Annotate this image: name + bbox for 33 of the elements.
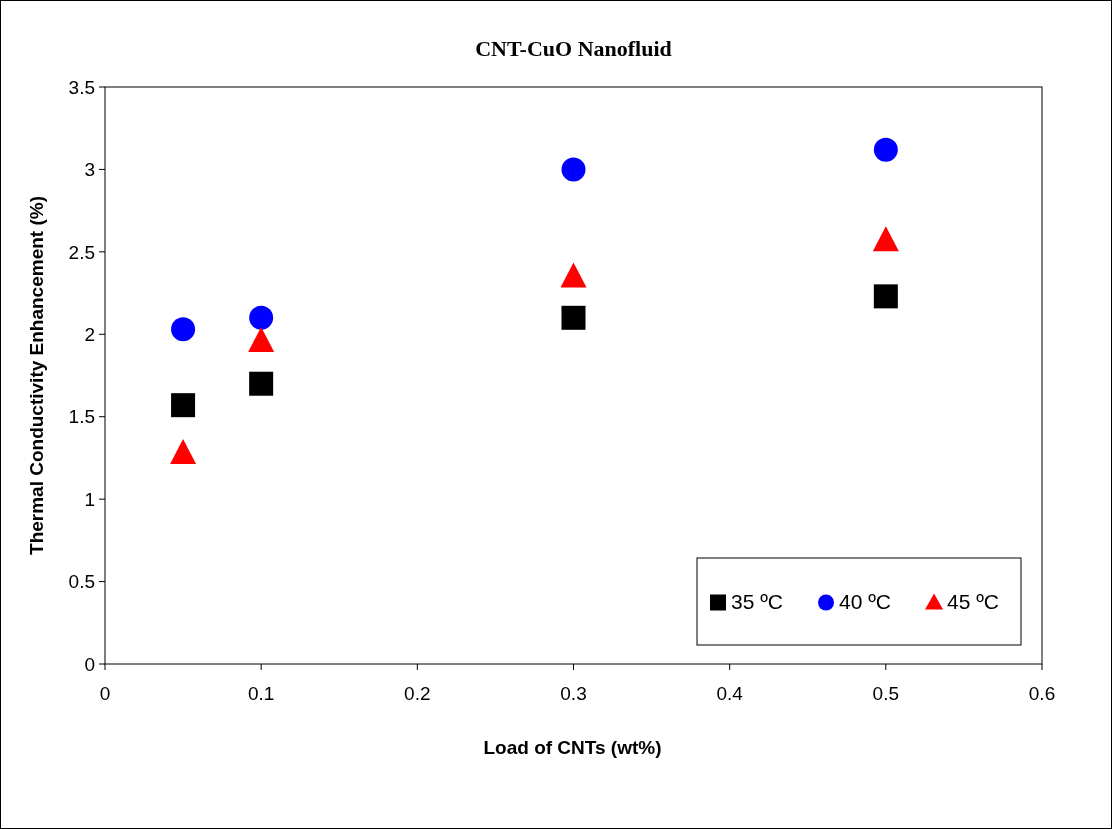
point: [170, 438, 197, 464]
y-tick-label: 2: [84, 323, 95, 345]
y-tick-label: 0.5: [68, 571, 95, 593]
point: [561, 305, 586, 330]
y-tick-label: 0: [84, 653, 95, 675]
point: [249, 371, 274, 396]
x-tick-label: 0.3: [560, 683, 587, 704]
legend-label: 40 ºC: [839, 589, 892, 613]
y-tick-label: 3.5: [68, 76, 95, 98]
y-tick-label: 3: [84, 159, 95, 181]
x-tick-label: 0: [99, 683, 111, 704]
y-tick-label: 2.5: [68, 241, 95, 263]
point: [249, 305, 274, 330]
x-tick-label: 0.2: [404, 683, 431, 704]
legend-label: 35 ºC: [731, 589, 784, 613]
point: [873, 284, 898, 309]
y-axis-title: Thermal Conductivity Enhancement (%): [26, 196, 47, 555]
x-tick-label: 0.6: [1028, 683, 1056, 704]
chart-title: CNT-CuO Nanofluid: [475, 36, 672, 61]
point: [560, 262, 587, 288]
point: [561, 157, 586, 182]
y-tick-label: 1: [84, 488, 95, 510]
x-tick-label: 0.1: [247, 683, 275, 704]
point: [248, 326, 275, 352]
point: [171, 317, 196, 342]
point: [872, 226, 899, 252]
y-tick-label: 1.5: [68, 406, 95, 428]
x-axis-title: Load of CNTs (wt%): [483, 737, 662, 758]
legend-label: 45 ºC: [947, 589, 1000, 613]
point: [873, 137, 898, 162]
x-tick-label: 0.5: [872, 683, 900, 704]
x-tick-label: 0.4: [716, 683, 744, 704]
point: [171, 393, 196, 418]
